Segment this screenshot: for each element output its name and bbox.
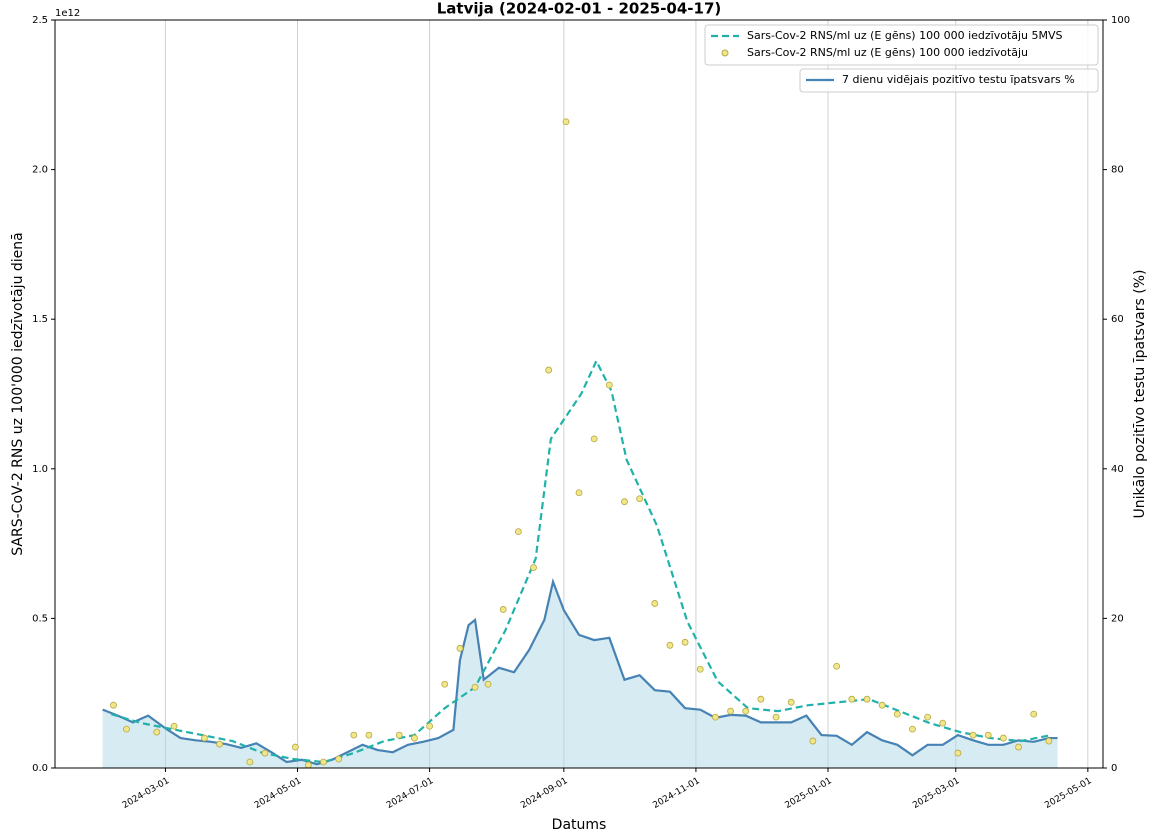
point (350, 731, 358, 739)
point (291, 743, 299, 751)
point (170, 722, 178, 730)
point (123, 725, 130, 733)
point (514, 528, 522, 536)
legend-label: Sars-Cov-2 RNS/ml uz (E gēns) 100 000 ie… (747, 46, 1028, 59)
plot-frame (54, 19, 1104, 769)
legend-box (704, 24, 1099, 66)
point (605, 381, 613, 389)
point (499, 606, 507, 613)
legend-marker (721, 49, 729, 57)
x-tick-label: 2025-03-01 (911, 776, 961, 811)
y2-tick-label: 100 (1111, 15, 1130, 26)
point (999, 734, 1007, 742)
point (545, 366, 553, 374)
x-tick-label: 2024-03-01 (121, 776, 171, 811)
point (471, 683, 479, 691)
point (848, 695, 856, 703)
point (575, 489, 583, 497)
point (727, 707, 734, 715)
point (441, 680, 449, 688)
y2-tick-label: 80 (1111, 165, 1124, 176)
point (365, 731, 373, 739)
point (757, 695, 765, 703)
point (636, 495, 644, 503)
y2-axis-label: Unikālo pozitīvo testu īpatsvars (%) (1132, 270, 1148, 519)
area-fill (102, 581, 1058, 768)
point (562, 118, 570, 126)
point (772, 713, 780, 721)
y-offset-label: 1e12 (55, 8, 80, 19)
point (153, 728, 161, 736)
y-tick-label: 1.5 (32, 314, 48, 325)
point (426, 722, 433, 730)
y2-tick-label: 40 (1111, 464, 1124, 475)
point (893, 710, 901, 718)
point (954, 749, 962, 757)
point (924, 713, 932, 721)
x-tick-label: 2025-01-01 (783, 776, 833, 811)
point (878, 701, 886, 709)
point (335, 755, 343, 763)
x-tick-label: 2024-11-01 (651, 776, 701, 811)
legend-label: 7 dienu vidējais pozitīvo testu īpatsvar… (842, 73, 1075, 86)
y-tick-label: 0.0 (32, 763, 48, 774)
y-axis-label: SARS-CoV-2 RNS uz 100'000 iedzīvotāju di… (10, 232, 26, 555)
point (216, 740, 223, 748)
point (833, 662, 841, 670)
point (863, 695, 871, 703)
point (304, 761, 312, 769)
point (666, 641, 674, 649)
point (651, 600, 659, 607)
legend-box (799, 68, 1099, 93)
point (621, 498, 628, 506)
point (484, 680, 492, 688)
point (712, 713, 719, 721)
point (246, 758, 254, 766)
legend-label: Sars-Cov-2 RNS/ml uz (E gēns) 100 000 ie… (747, 29, 1063, 42)
x-axis-label: Datums (552, 817, 607, 833)
point (984, 731, 992, 739)
x-tick-label: 2025-05-01 (1043, 776, 1093, 811)
point (809, 737, 817, 745)
y-tick-label: 0.5 (32, 613, 48, 624)
x-tick-label: 2024-09-01 (519, 776, 569, 811)
y2-tick-label: 20 (1111, 613, 1124, 624)
point (909, 725, 916, 733)
point (320, 758, 327, 766)
point (969, 731, 977, 739)
x-tick-label: 2024-05-01 (253, 776, 303, 811)
y-tick-label: 2.5 (32, 15, 48, 26)
point (590, 435, 598, 443)
point (411, 734, 418, 742)
x-tick-label: 2024-07-01 (385, 776, 435, 811)
line (102, 577, 1058, 766)
point (939, 719, 947, 727)
point (1045, 737, 1053, 745)
point (395, 731, 403, 739)
point (681, 638, 689, 646)
y-tick-label: 2.0 (32, 165, 48, 176)
point (1030, 710, 1038, 718)
point (110, 701, 117, 709)
point (261, 749, 269, 757)
chart-title: Latvija (2024-02-01 - 2025-04-17) (437, 0, 722, 18)
point (1015, 743, 1022, 751)
point (787, 698, 795, 706)
point (696, 665, 704, 673)
point (742, 707, 750, 715)
y-tick-label: 1.0 (32, 464, 48, 475)
y2-tick-label: 60 (1111, 314, 1124, 325)
point (201, 734, 208, 742)
point (530, 564, 537, 571)
point (456, 644, 464, 652)
y2-tick-label: 0 (1111, 763, 1117, 774)
